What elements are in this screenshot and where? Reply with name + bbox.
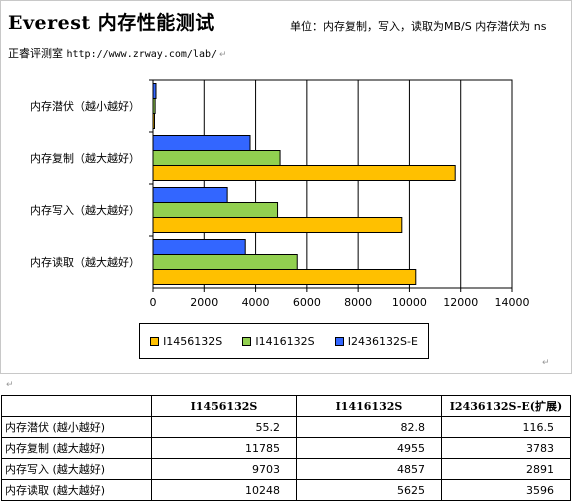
legend-item-series-1: I1456132S	[150, 335, 222, 348]
table-cell: 9703	[151, 458, 297, 480]
table-row-label: 内存潜伏 (越小越好)	[1, 416, 152, 438]
x-tick-label: 0	[150, 296, 157, 309]
table-cell: 4955	[296, 437, 442, 459]
table-header-cell: I1416132S	[296, 395, 442, 417]
table-row: 内存写入 (越大越好) 9703 4857 2891	[1, 458, 571, 480]
table-cell: 2891	[441, 458, 571, 480]
legend-item-series-3: I2436132S-E	[334, 334, 418, 348]
bar-I1416132S-1	[152, 150, 281, 166]
table-cell: 3596	[441, 479, 571, 501]
bar-I1416132S-3	[152, 254, 298, 270]
x-tick-label: 6000	[293, 296, 321, 309]
x-tick-label: 14000	[495, 296, 530, 309]
results-table: I1456132S I1416132S I2436132S-E(扩展) 内存潜伏…	[1, 395, 571, 501]
table-cell: 116.5	[441, 416, 571, 438]
x-tick-label: 2000	[190, 296, 218, 309]
bar-I2436132S-E-3	[152, 239, 246, 255]
table-header-cell	[1, 395, 152, 417]
legend-swatch-2	[242, 336, 252, 346]
source-url: http://www.zrway.com/lab/	[66, 49, 218, 60]
source-line: 正睿评测室 http://www.zrway.com/lab/↵	[8, 45, 227, 61]
table-row-label: 内存复制 (越大越好)	[1, 437, 152, 459]
table-header-cell: I2436132S-E(扩展)	[441, 395, 571, 417]
y-category-label: 内存写入（越大越好）	[30, 203, 140, 217]
table-cell: 55.2	[151, 416, 297, 438]
bar-I2436132S-E-1	[152, 135, 251, 151]
x-tick-label: 4000	[242, 296, 270, 309]
bar-I1456132S-1	[152, 165, 456, 181]
chart-legend: I1456132S I1416132S I2436132S-E	[139, 323, 429, 359]
source-label: 正睿评测室	[8, 47, 63, 60]
legend-label-2: I1416132S	[255, 334, 315, 348]
table-cell: 82.8	[296, 416, 442, 438]
table-cell: 11785	[151, 437, 297, 459]
x-tick-label: 12000	[443, 296, 478, 309]
table-row-label: 内存读取 (越大越好)	[1, 479, 152, 501]
bar-I1456132S-0	[152, 113, 155, 129]
bar-I1416132S-2	[152, 202, 279, 218]
table-row-label: 内存写入 (越大越好)	[1, 458, 152, 480]
legend-item-series-2: I1416132S	[242, 334, 315, 348]
paragraph-mark-icon: ↵	[6, 380, 14, 390]
bar-I2436132S-E-0	[152, 83, 157, 99]
table-cell: 4857	[296, 458, 442, 480]
bar-chart: 0 2000 4000 6000 8000 10000 12000 14000 内存潜伏（越小越…	[30, 79, 530, 309]
x-tick-label: 8000	[344, 296, 372, 309]
legend-label-1: I1456132S	[163, 334, 223, 348]
table-cell: 3783	[441, 437, 571, 459]
y-category-label: 内存读取（越大越好）	[30, 255, 140, 269]
x-tick-label: 10000	[392, 296, 427, 309]
bar-I1456132S-2	[152, 217, 403, 233]
table-header-row: I1456132S I1416132S I2436132S-E(扩展)	[1, 395, 571, 417]
bar-I1416132S-0	[152, 98, 156, 114]
unit-note: 单位：内存复制，写入，读取为MB/S 内存潜伏为 ns	[290, 20, 547, 33]
table-row: 内存读取 (越大越好) 10248 5625 3596	[1, 479, 571, 501]
page-title: Everest 内存性能测试	[8, 12, 215, 34]
bar-I2436132S-E-2	[152, 187, 228, 203]
table-row: 内存潜伏 (越小越好) 55.2 82.8 116.5	[1, 416, 571, 438]
table-row: 内存复制 (越大越好) 11785 4955 3783	[1, 437, 571, 459]
bar-I1456132S-3	[152, 269, 417, 285]
table-header-cell: I1456132S	[151, 395, 297, 417]
table-cell: 5625	[296, 479, 442, 501]
legend-swatch-1	[150, 336, 160, 346]
y-category-label: 内存复制（越大越好）	[30, 151, 140, 165]
paragraph-mark-icon: ↵	[219, 50, 227, 60]
legend-label-3: I2436132S-E	[347, 334, 418, 348]
paragraph-mark-icon: ↵	[542, 358, 550, 368]
table-cell: 10248	[151, 479, 297, 501]
y-category-label: 内存潜伏（越小越好）	[30, 99, 140, 113]
legend-swatch-3	[334, 336, 344, 346]
